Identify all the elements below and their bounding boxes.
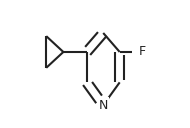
Text: F: F	[138, 45, 145, 58]
Text: N: N	[99, 99, 108, 112]
